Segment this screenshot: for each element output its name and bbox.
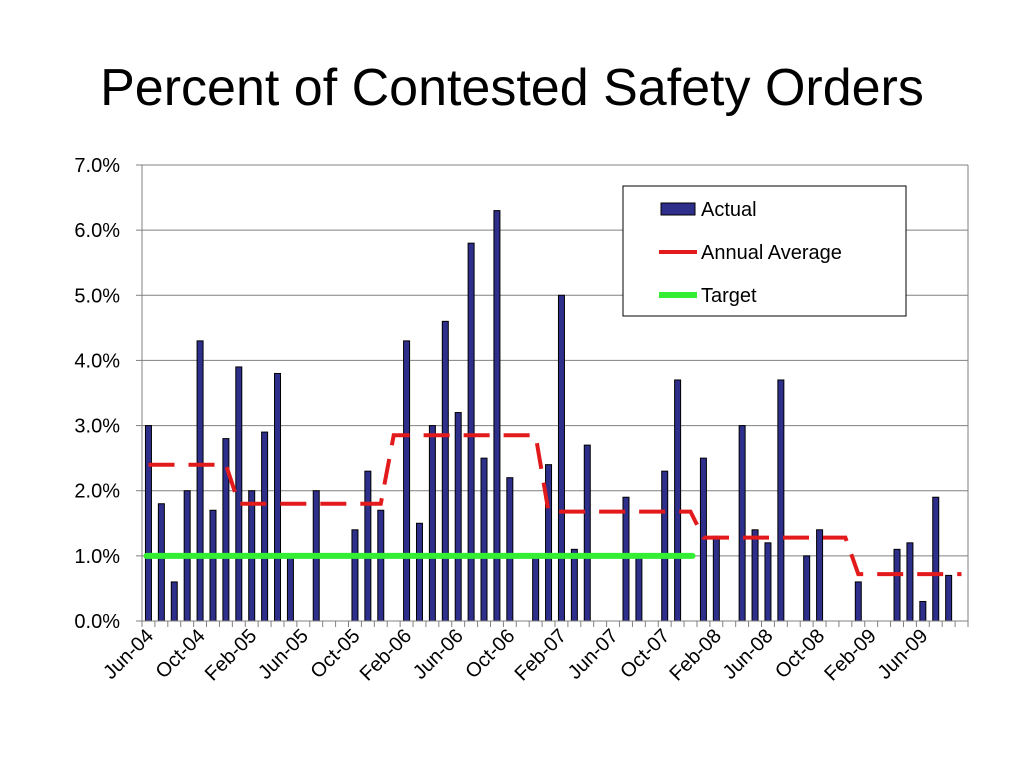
actual-bar (415, 522, 423, 622)
actual-bar (403, 340, 411, 622)
actual-bar (274, 372, 282, 622)
actual-bar (674, 379, 682, 622)
actual-bar (945, 574, 953, 622)
x-tick-label: Feb-06 (356, 625, 416, 685)
actual-bar (351, 529, 359, 622)
x-tick-label: Oct-08 (771, 625, 829, 683)
x-tick-label: Feb-08 (665, 625, 725, 685)
actual-bar (261, 431, 269, 622)
actual-bar (816, 529, 824, 622)
actual-bar (493, 210, 501, 622)
actual-bar (764, 542, 772, 622)
x-tick-label: Jun-07 (564, 625, 623, 684)
actual-bar (712, 535, 720, 622)
x-tick-label: Feb-09 (820, 625, 880, 685)
x-tick-label: Jun-05 (254, 625, 313, 684)
x-tick-label: Feb-07 (511, 625, 571, 685)
actual-bar (751, 529, 759, 622)
x-tick-label: Oct-06 (461, 625, 519, 683)
annual-average-line (148, 433, 962, 577)
actual-bar (622, 496, 630, 622)
actual-bar (906, 542, 914, 622)
actual-bar (222, 438, 230, 622)
actual-bar (377, 509, 385, 622)
x-tick-label: Jun-09 (874, 625, 933, 684)
actual-bar (428, 425, 436, 622)
actual-bar (919, 600, 927, 622)
x-tick-label: Jun-08 (719, 625, 778, 684)
actual-bar (661, 470, 669, 622)
actual-bar (235, 366, 243, 622)
actual-bar (196, 340, 204, 622)
actual-bar (803, 555, 811, 622)
actual-bar (286, 555, 294, 622)
y-tick-label: 4.0% (74, 350, 120, 372)
x-tick-label: Oct-04 (152, 625, 210, 683)
actual-bar (209, 509, 217, 622)
actual-bar (441, 320, 449, 622)
x-axis-ticks: Jun-04Oct-04Feb-05Jun-05Oct-05Feb-06Jun-… (99, 621, 969, 685)
legend-label: Target (701, 285, 757, 307)
actual-bar (738, 425, 746, 622)
actual-bar (532, 555, 540, 622)
y-tick-label: 0.0% (74, 611, 120, 633)
actual-bar (454, 412, 462, 622)
actual-bar (364, 470, 372, 622)
actual-bar (893, 548, 901, 622)
actual-bar (480, 457, 488, 622)
actual-bars (144, 210, 953, 622)
actual-bar (583, 444, 591, 622)
actual-bar (157, 503, 165, 622)
y-tick-label: 7.0% (74, 155, 120, 177)
y-tick-label: 1.0% (74, 546, 120, 568)
x-tick-label: Feb-05 (201, 625, 261, 685)
x-tick-label: Oct-05 (306, 625, 364, 683)
x-tick-label: Jun-04 (99, 625, 158, 684)
actual-bar (144, 425, 152, 622)
legend-swatch-actual (660, 202, 696, 216)
actual-bar (570, 548, 578, 622)
x-tick-label: Jun-06 (409, 625, 468, 684)
legend: Actual Annual Average Target (622, 185, 907, 317)
actual-bar (557, 294, 565, 622)
actual-bar (932, 496, 940, 622)
chart-title: Percent of Contested Safety Orders (100, 59, 924, 117)
actual-bar (777, 379, 785, 622)
annual-average-line-group (148, 433, 962, 577)
actual-bar (467, 242, 475, 622)
y-axis-ticks: 0.0% 1.0% 2.0% 3.0% 4.0% 5.0% 6.0% 7.0% (74, 155, 142, 633)
legend-label: Actual (701, 199, 757, 221)
actual-bar (170, 581, 178, 622)
legend-label: Annual Average (701, 242, 842, 264)
y-tick-label: 3.0% (74, 416, 120, 438)
y-tick-label: 6.0% (74, 220, 120, 242)
y-tick-label: 2.0% (74, 481, 120, 503)
y-tick-label: 5.0% (74, 285, 120, 307)
actual-bar (506, 477, 514, 622)
x-tick-label: Oct-07 (616, 625, 674, 683)
actual-bar (635, 555, 643, 622)
actual-bar (854, 581, 862, 622)
